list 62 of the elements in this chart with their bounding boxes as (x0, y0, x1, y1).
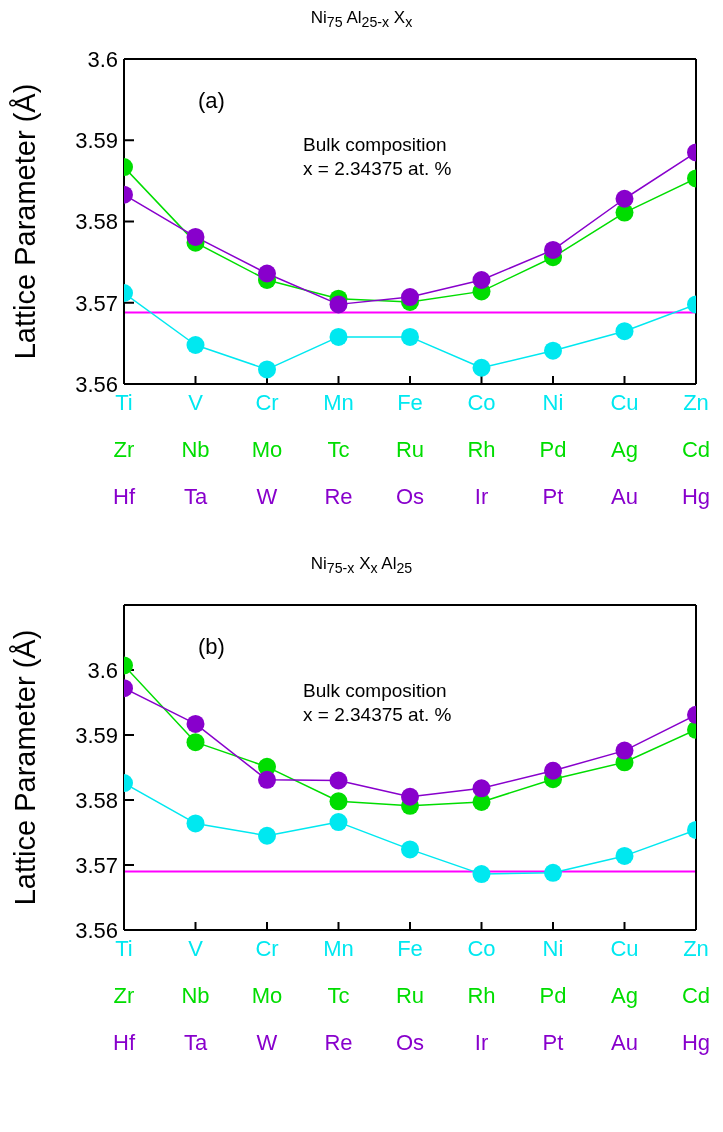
x-tick-label: Ni Pd Pt (539, 390, 567, 509)
point (258, 360, 276, 379)
y-tick-label: 3.58 (75, 787, 118, 813)
x-tick-label: Mn Tc Re (323, 390, 354, 509)
point (186, 814, 205, 833)
x-tick-label: Fe Ru Os (395, 936, 425, 1055)
point (258, 826, 276, 845)
x-tick-label: V Nb Ta (181, 390, 210, 509)
x-tick-label: Cr Mo W (251, 936, 283, 1055)
annotation: Bulk composition x = 2.34375 at. % (303, 679, 452, 727)
x-tick-label: V Nb Ta (181, 936, 210, 1055)
y-tick-label: 3.58 (75, 209, 118, 235)
y-tick-label: 3.59 (75, 722, 118, 748)
point (329, 771, 348, 790)
point (401, 840, 419, 859)
point (401, 327, 419, 346)
point (186, 336, 205, 354)
x-tick-label: Cu Ag Au (610, 936, 639, 1055)
point (544, 240, 562, 259)
y-tick-label: 3.57 (75, 290, 118, 316)
point (329, 327, 348, 346)
y-tick-label: 3.57 (75, 852, 118, 878)
point (544, 863, 562, 882)
point (472, 779, 491, 798)
point (401, 787, 419, 806)
x-tick-label: Ni Pd Pt (539, 936, 567, 1055)
chart-title: Ni$_{75}$ Al$_{25-x}$ X$_{x}$ (309, 8, 414, 33)
point (258, 770, 276, 789)
point (615, 846, 634, 865)
x-tick-label: Zn Cd Hg (681, 936, 711, 1055)
annotation: (a) (198, 88, 225, 114)
point (186, 227, 205, 246)
annotation: (b) (198, 634, 225, 660)
point (615, 189, 634, 208)
y-axis-title: Lattice Parameter (Å) (9, 83, 42, 360)
point (615, 741, 634, 760)
point (186, 733, 205, 752)
point (401, 288, 419, 307)
point (472, 358, 491, 377)
point (472, 271, 491, 289)
y-axis-title: Lattice Parameter (Å) (9, 629, 42, 906)
annotation: Bulk composition x = 2.34375 at. % (303, 133, 452, 181)
x-tick-label: Zn Cd Hg (681, 390, 711, 509)
x-tick-label: Cu Ag Au (610, 390, 639, 509)
point (186, 714, 205, 733)
x-tick-label: Fe Ru Os (395, 390, 425, 509)
point (472, 865, 491, 884)
point (544, 341, 562, 360)
point (544, 761, 562, 780)
point (329, 813, 348, 832)
point (329, 792, 348, 811)
y-tick-label: 3.59 (75, 128, 118, 154)
x-tick-label: Co Rh Ir (467, 936, 496, 1055)
x-tick-label: Co Rh Ir (467, 390, 496, 509)
y-tick-label: 3.6 (87, 46, 118, 72)
x-tick-label: Cr Mo W (251, 390, 283, 509)
point (258, 264, 276, 283)
point (615, 322, 634, 341)
point (329, 295, 348, 314)
x-tick-label: Mn Tc Re (323, 936, 354, 1055)
chart-title: Ni$_{75-x}$ X$_{x}$ Al$_{25}$ (309, 554, 414, 579)
y-tick-label: 3.6 (87, 657, 118, 683)
